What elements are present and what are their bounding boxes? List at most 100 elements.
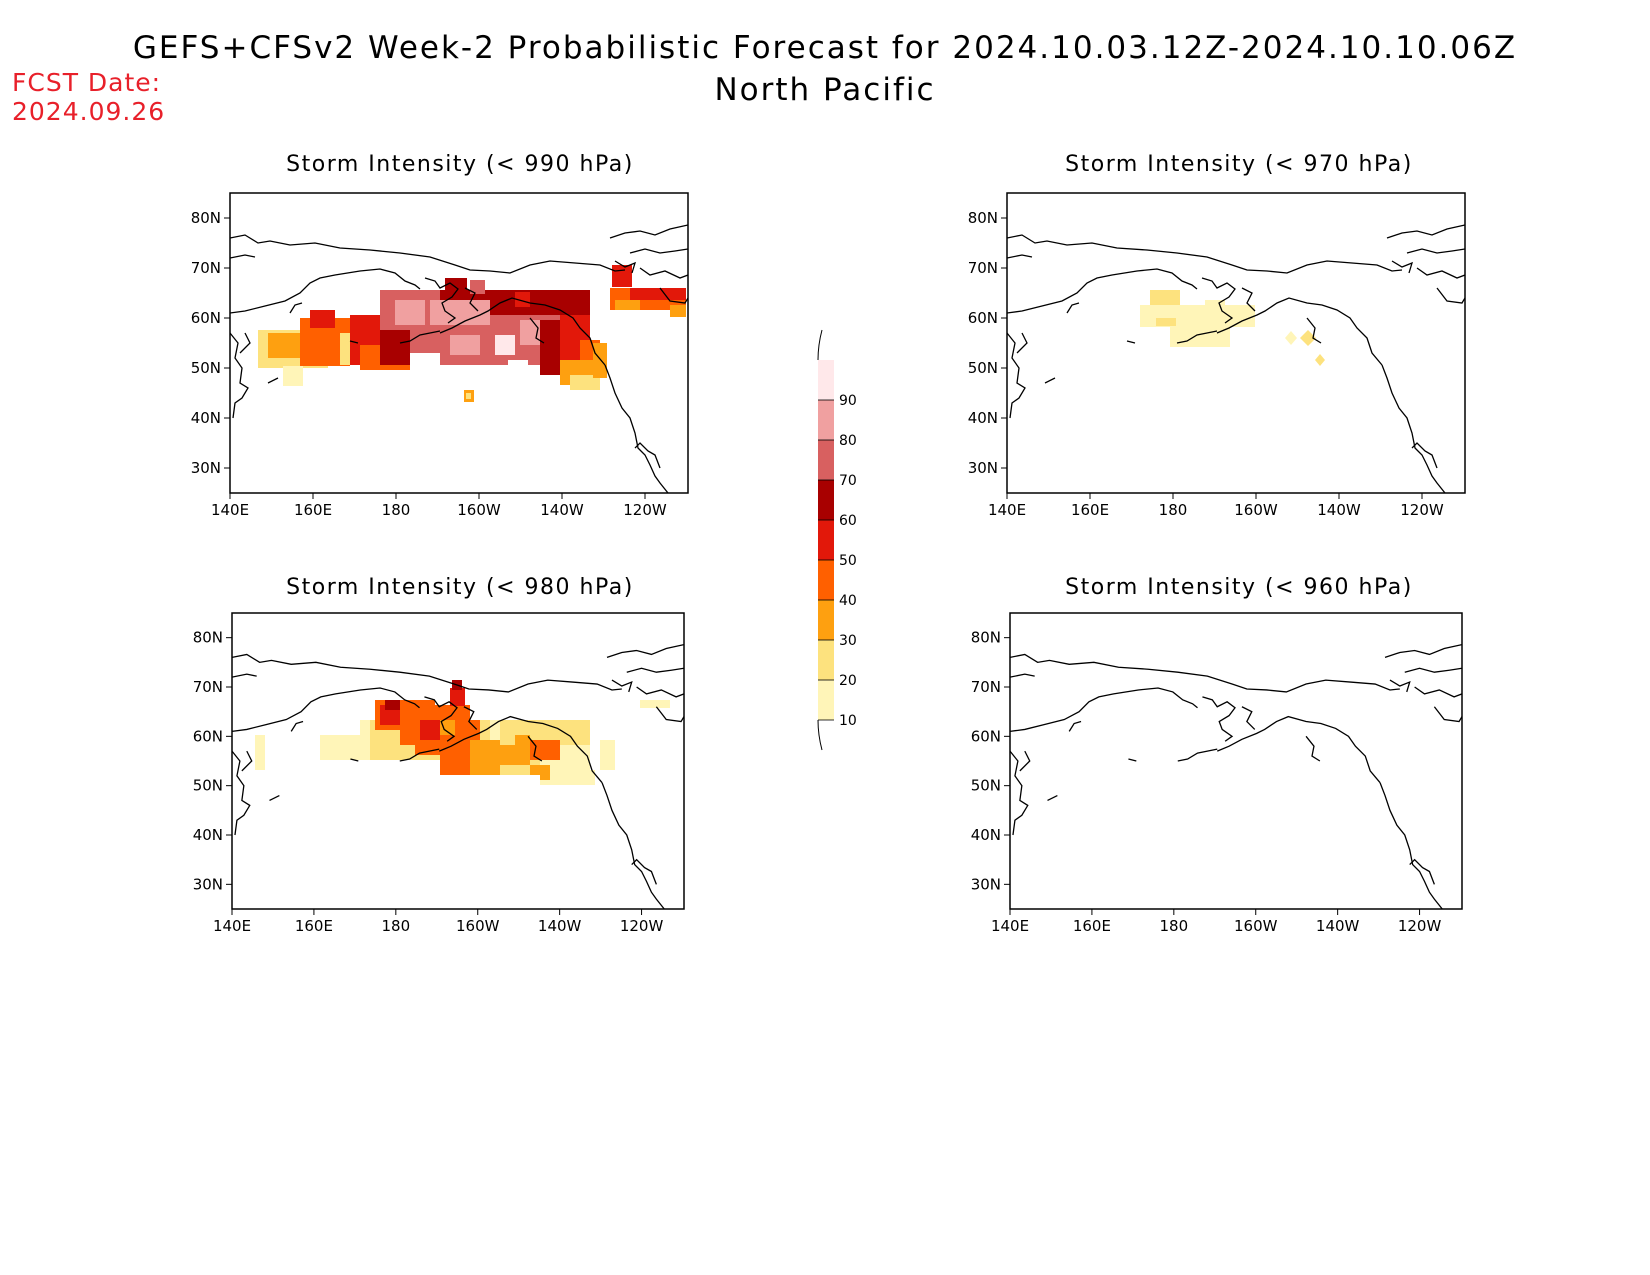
coastline-segment <box>1242 288 1255 311</box>
coastline-segment <box>1412 443 1437 468</box>
panel-980-frame <box>231 612 685 910</box>
x-tick-label: 160E <box>294 501 332 519</box>
coastline-segment <box>630 249 688 253</box>
panel-980 <box>255 680 670 785</box>
coastline-segment <box>605 365 668 493</box>
panel-title-970: Storm Intensity (< 970 hPa) <box>1065 152 1413 177</box>
fcst-label: FCST Date: <box>12 68 162 97</box>
colorbar-segment <box>818 600 834 640</box>
x-tick-label: 160E <box>1071 501 1109 519</box>
coastline-segment <box>464 707 477 730</box>
y-tick-label: 60N <box>193 727 223 745</box>
coastline-segment <box>230 235 625 273</box>
colorbar-tick-label: 20 <box>839 673 857 689</box>
x-tick-label: 160W <box>456 917 500 935</box>
coastline-segment <box>1177 331 1217 343</box>
y-tick-label: 40N <box>193 826 223 844</box>
coastline-segment <box>637 687 684 697</box>
coastline-segment <box>230 255 255 258</box>
region-subtitle: North Pacific <box>714 72 936 108</box>
coastline-segment <box>1415 687 1462 697</box>
coastline-segment <box>1382 365 1445 493</box>
y-tick-label: 40N <box>971 826 1001 844</box>
x-tick-label: 180 <box>382 917 411 935</box>
y-tick-label: 60N <box>968 309 998 327</box>
panel-title-990: Storm Intensity (< 990 hPa) <box>286 152 634 177</box>
coastline-segment <box>291 722 303 732</box>
coastline-segment <box>660 288 688 303</box>
colorbar-segment <box>818 560 834 600</box>
y-tick-label: 60N <box>191 309 221 327</box>
coastlines <box>230 225 1465 909</box>
coastline-segment <box>1306 736 1320 761</box>
coastline-segment <box>350 759 358 761</box>
coastline-segment <box>1417 268 1465 278</box>
colorbar-segment <box>818 360 834 400</box>
coastline-segment <box>1067 303 1079 313</box>
panel-990-frame <box>229 192 689 494</box>
coastline-segment <box>1010 674 1035 677</box>
coastline-segment <box>268 378 278 383</box>
coastline-segment <box>612 680 632 692</box>
colorbar-segment <box>818 680 834 720</box>
coastline-segment <box>640 268 688 278</box>
y-tick-label: 40N <box>191 409 221 427</box>
x-tick-label: 140W <box>1317 501 1361 519</box>
coastline-segment <box>425 278 458 323</box>
coastline-segment <box>1045 378 1055 383</box>
coastline-segment <box>232 674 257 677</box>
coastline-segment <box>1407 249 1465 253</box>
coastline-segment <box>240 333 250 353</box>
panel-title-980: Storm Intensity (< 980 hPa) <box>286 575 634 600</box>
coastline-segment <box>1048 796 1058 801</box>
coastline-segment <box>350 341 358 343</box>
coastline-segment <box>1007 235 1402 273</box>
coastline-segment <box>1385 645 1462 658</box>
panel-990 <box>258 265 686 402</box>
coastline-segment <box>1010 688 1198 731</box>
coastline-segment <box>530 318 544 343</box>
y-tick-label: 80N <box>971 629 1001 647</box>
x-tick-label: 140W <box>540 501 584 519</box>
colorbar-bottom-tip <box>817 719 823 751</box>
coastline-segment <box>627 668 684 672</box>
coastline-segment <box>1410 860 1435 885</box>
y-tick-label: 70N <box>971 678 1001 696</box>
coastline-segment <box>632 860 657 885</box>
y-tick-label: 80N <box>193 629 223 647</box>
forecast-date-label: FCST Date: 2024.09.26 <box>12 68 165 126</box>
coastline-segment <box>1217 298 1382 365</box>
x-tick-label: 120W <box>1400 501 1444 519</box>
coastline-segment <box>1202 697 1235 741</box>
coastline-segment <box>607 645 684 658</box>
y-tick-label: 70N <box>191 259 221 277</box>
panel-970 <box>1140 290 1325 366</box>
colorbar-top-tip <box>817 329 823 361</box>
x-tick-label: 180 <box>1160 917 1189 935</box>
colorbar-tick-label: 90 <box>839 393 857 409</box>
coastline-segment <box>1020 751 1030 771</box>
coastline-segment <box>1007 255 1032 258</box>
coastline-segment <box>232 688 420 731</box>
x-tick-label: 140E <box>213 917 251 935</box>
y-tick-label: 80N <box>968 209 998 227</box>
fcst-date: 2024.09.26 <box>12 97 166 126</box>
colorbar-tick-label: 40 <box>839 593 857 609</box>
colorbar-tick-label: 10 <box>839 713 857 729</box>
y-tick-label: 30N <box>971 875 1001 893</box>
colorbar-tick-label: 50 <box>839 553 857 569</box>
coastline-segment <box>424 697 457 741</box>
coastline-segment <box>1405 668 1462 672</box>
coastline-segment <box>1017 333 1027 353</box>
coastline-segment <box>1202 278 1235 323</box>
panel-970-frame <box>1006 192 1466 494</box>
coastline-segment <box>400 331 440 343</box>
colorbar-segment <box>818 480 834 520</box>
coastline-segment <box>1007 269 1197 313</box>
colorbar-segment <box>818 520 834 560</box>
colorbar-tick-label: 70 <box>839 473 857 489</box>
x-tick-label: 160E <box>295 917 333 935</box>
colorbar-tick-label: 60 <box>839 513 857 529</box>
coastline-segment <box>1010 751 1028 835</box>
colorbar-tick-label: 80 <box>839 433 857 449</box>
